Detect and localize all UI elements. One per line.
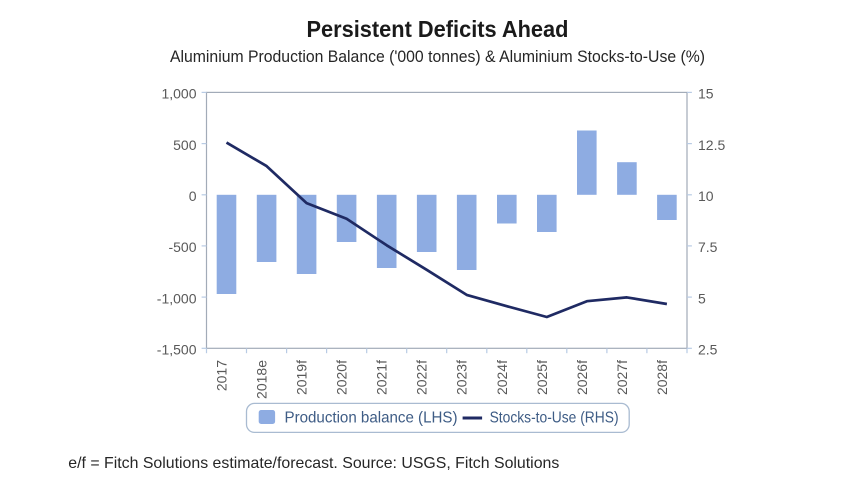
svg-text:2026f: 2026f bbox=[574, 360, 590, 395]
svg-text:2024f: 2024f bbox=[494, 360, 510, 395]
svg-text:500: 500 bbox=[173, 137, 197, 153]
svg-text:Persistent Deficits Ahead: Persistent Deficits Ahead bbox=[307, 16, 569, 42]
svg-text:e/f = Fitch Solutions estimate: e/f = Fitch Solutions estimate/forecast.… bbox=[68, 455, 559, 472]
svg-text:Aluminium Production Balance (: Aluminium Production Balance ('000 tonne… bbox=[170, 47, 705, 66]
svg-text:5: 5 bbox=[698, 290, 706, 306]
svg-text:2.5: 2.5 bbox=[698, 342, 718, 358]
svg-text:12.5: 12.5 bbox=[698, 137, 725, 153]
svg-text:-1,000: -1,000 bbox=[157, 290, 197, 306]
svg-text:2021f: 2021f bbox=[374, 360, 390, 395]
svg-text:2019f: 2019f bbox=[294, 360, 310, 395]
svg-text:2020f: 2020f bbox=[334, 360, 350, 395]
svg-text:10: 10 bbox=[698, 188, 714, 204]
svg-text:2027f: 2027f bbox=[614, 360, 630, 395]
svg-text:2023f: 2023f bbox=[454, 360, 470, 395]
svg-text:2017: 2017 bbox=[214, 360, 230, 391]
svg-text:2028f: 2028f bbox=[654, 360, 670, 395]
svg-text:15: 15 bbox=[698, 86, 714, 102]
svg-text:Production balance (LHS): Production balance (LHS) bbox=[285, 410, 458, 427]
svg-text:1,000: 1,000 bbox=[161, 86, 196, 102]
svg-text:-1,500: -1,500 bbox=[157, 342, 197, 358]
svg-text:0: 0 bbox=[189, 188, 197, 204]
svg-text:7.5: 7.5 bbox=[698, 239, 718, 255]
svg-text:2018e: 2018e bbox=[254, 360, 270, 399]
svg-text:2025f: 2025f bbox=[534, 360, 550, 395]
svg-text:Stocks-to-Use (RHS): Stocks-to-Use (RHS) bbox=[490, 410, 619, 427]
svg-text:2022f: 2022f bbox=[414, 360, 430, 395]
svg-text:-500: -500 bbox=[168, 239, 196, 255]
